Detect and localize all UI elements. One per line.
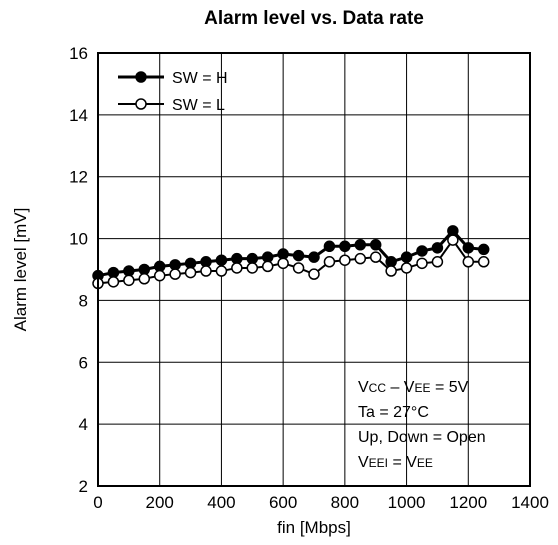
y-tick-label: 2 <box>79 477 88 496</box>
data-point <box>339 254 351 266</box>
data-point <box>416 245 428 257</box>
plot-frame <box>97 52 531 487</box>
legend-marker <box>135 71 147 83</box>
annotation-line: VCC – VEE = 5V <box>358 379 469 396</box>
data-point <box>277 257 289 270</box>
y-tick-label: 16 <box>69 44 88 63</box>
data-point <box>169 268 181 280</box>
data-point <box>400 262 413 274</box>
data-point <box>462 256 475 268</box>
x-tick-label: 1400 <box>511 493 549 512</box>
x-tick-label: 400 <box>207 493 235 512</box>
data-point <box>261 251 274 263</box>
y-tick-label: 4 <box>79 415 88 434</box>
data-point <box>184 266 197 279</box>
data-point <box>107 276 120 288</box>
data-point <box>385 256 397 268</box>
data-point <box>323 256 336 268</box>
data-point <box>447 225 459 237</box>
data-point <box>354 239 367 251</box>
data-point <box>369 251 382 263</box>
data-point <box>292 249 305 262</box>
x-axis-label: fin [Mbps] <box>277 518 351 537</box>
data-point <box>246 252 259 265</box>
data-point <box>339 240 351 253</box>
data-point <box>153 260 166 273</box>
legend-label: SW = L <box>172 97 225 114</box>
x-tick-label: 0 <box>93 493 102 512</box>
data-point <box>138 273 151 285</box>
data-point <box>261 260 274 273</box>
data-point <box>200 265 212 277</box>
data-point <box>431 242 444 254</box>
data-point <box>292 262 305 274</box>
legend-item: SW = L <box>118 97 225 114</box>
data-point <box>277 248 289 260</box>
data-point <box>447 234 459 246</box>
data-point <box>477 256 490 268</box>
data-point <box>323 240 336 253</box>
y-tick-label: 12 <box>69 168 88 187</box>
y-tick-label: 14 <box>69 106 88 125</box>
x-tick-label: 1200 <box>449 493 487 512</box>
series-group <box>92 225 490 290</box>
x-tick-label: 200 <box>146 493 174 512</box>
data-point <box>231 262 243 274</box>
data-point <box>354 252 367 265</box>
data-point <box>215 254 228 266</box>
y-axis-label: Alarm level [mV] <box>11 208 30 332</box>
data-point <box>153 269 166 282</box>
legend-marker <box>135 98 147 110</box>
data-point <box>308 251 320 263</box>
data-point <box>431 256 444 268</box>
x-tick-label: 600 <box>269 493 297 512</box>
data-point <box>107 266 120 279</box>
x-axis-ticks: 0 200 400 600 800 1000 1200 1400 <box>93 493 549 512</box>
data-point <box>200 256 212 268</box>
data-point <box>184 257 197 270</box>
annotation-line: Up, Down = Open <box>358 429 486 446</box>
data-point <box>123 265 135 277</box>
annotation-line: Ta = 27°C <box>358 404 429 421</box>
y-tick-label: 10 <box>69 230 88 249</box>
data-point <box>308 268 320 280</box>
data-point <box>231 252 243 265</box>
y-tick-label: 8 <box>79 291 88 310</box>
data-point <box>416 257 428 270</box>
data-point <box>369 239 382 251</box>
data-point <box>385 265 397 277</box>
data-point <box>123 274 135 287</box>
y-axis-ticks: 2 4 6 8 10 12 14 16 <box>69 44 88 496</box>
legend-label: SW = H <box>172 70 228 87</box>
data-point <box>169 259 181 271</box>
data-point <box>477 243 490 256</box>
data-point <box>400 251 413 263</box>
annotation-line: VEEI = VEE <box>358 454 433 471</box>
data-point <box>246 262 259 274</box>
legend-item: SW = H <box>118 70 228 87</box>
x-tick-label: 800 <box>331 493 359 512</box>
series-sw-l <box>92 234 490 290</box>
data-point <box>138 263 151 276</box>
data-point <box>215 265 228 277</box>
conditions-annotation: VCC – VEE = 5V Ta = 27°C Up, Down = Open VE… <box>358 379 486 471</box>
chart-title: Alarm level vs. Data rate <box>204 8 424 29</box>
series-sw-h <box>92 225 490 282</box>
x-tick-label: 1000 <box>388 493 426 512</box>
y-tick-label: 6 <box>79 353 88 372</box>
data-point <box>462 242 475 254</box>
legend: SW = H SW = L <box>118 70 228 114</box>
